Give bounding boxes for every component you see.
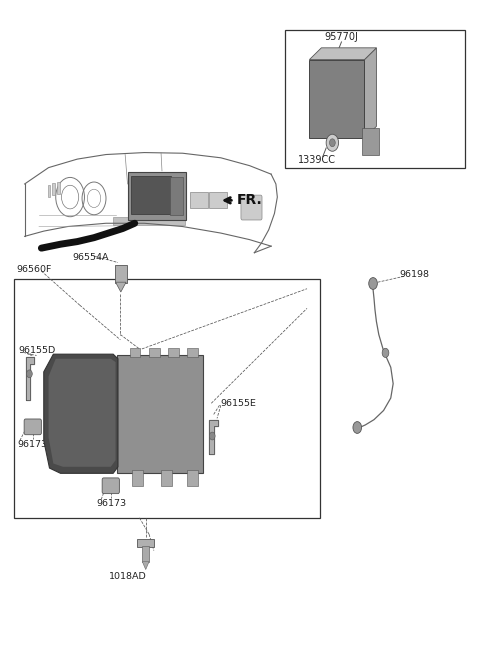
FancyBboxPatch shape xyxy=(117,355,203,474)
FancyBboxPatch shape xyxy=(241,195,262,220)
Circle shape xyxy=(26,370,32,378)
FancyBboxPatch shape xyxy=(113,217,185,225)
FancyBboxPatch shape xyxy=(161,470,171,486)
FancyBboxPatch shape xyxy=(310,60,364,138)
Text: 96173: 96173 xyxy=(96,499,127,508)
FancyBboxPatch shape xyxy=(168,348,179,357)
FancyBboxPatch shape xyxy=(132,176,171,214)
FancyBboxPatch shape xyxy=(130,348,141,357)
Circle shape xyxy=(329,139,335,147)
FancyBboxPatch shape xyxy=(132,470,143,486)
FancyBboxPatch shape xyxy=(57,182,60,194)
Text: 96560F: 96560F xyxy=(16,264,52,274)
Polygon shape xyxy=(116,282,126,292)
Polygon shape xyxy=(209,420,218,454)
FancyBboxPatch shape xyxy=(149,348,159,357)
FancyBboxPatch shape xyxy=(102,478,120,493)
FancyBboxPatch shape xyxy=(115,264,127,283)
FancyBboxPatch shape xyxy=(48,185,50,197)
Polygon shape xyxy=(364,48,376,138)
FancyBboxPatch shape xyxy=(52,183,55,195)
FancyBboxPatch shape xyxy=(143,546,149,562)
Circle shape xyxy=(382,348,389,358)
Polygon shape xyxy=(25,358,34,400)
FancyBboxPatch shape xyxy=(190,192,208,208)
Text: 1339CC: 1339CC xyxy=(298,155,336,165)
FancyBboxPatch shape xyxy=(170,176,183,215)
Text: 96173: 96173 xyxy=(17,440,48,449)
Text: 96155D: 96155D xyxy=(18,346,55,356)
Text: 96155E: 96155E xyxy=(221,399,257,408)
FancyBboxPatch shape xyxy=(187,470,198,486)
FancyBboxPatch shape xyxy=(24,419,41,435)
FancyBboxPatch shape xyxy=(286,30,465,168)
Text: 96198: 96198 xyxy=(400,270,430,279)
Circle shape xyxy=(353,422,361,434)
Polygon shape xyxy=(48,359,116,467)
Circle shape xyxy=(369,277,377,289)
Polygon shape xyxy=(362,129,379,155)
FancyBboxPatch shape xyxy=(209,192,227,208)
FancyBboxPatch shape xyxy=(187,348,198,357)
FancyBboxPatch shape xyxy=(14,279,321,518)
Polygon shape xyxy=(310,48,376,60)
Text: 95770J: 95770J xyxy=(324,31,359,42)
Polygon shape xyxy=(143,562,149,569)
FancyBboxPatch shape xyxy=(137,539,155,547)
Circle shape xyxy=(326,134,338,152)
Circle shape xyxy=(209,432,215,440)
Text: FR.: FR. xyxy=(237,194,263,207)
FancyBboxPatch shape xyxy=(129,172,186,220)
Text: 96554A: 96554A xyxy=(72,253,109,262)
Text: 1018AD: 1018AD xyxy=(108,572,146,581)
Polygon shape xyxy=(44,354,118,474)
